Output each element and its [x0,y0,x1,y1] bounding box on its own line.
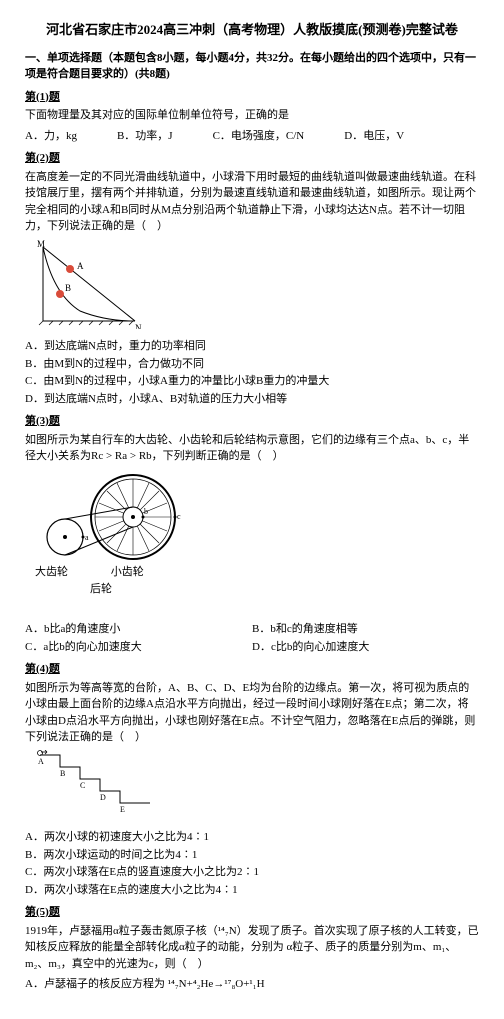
svg-text:a: a [85,533,89,542]
q5-text: 1919年，卢瑟福用α粒子轰击氮原子核（¹⁴₇N）发现了质子。首次实现了原子核的… [25,923,479,973]
q4-opt-c: C．两次小球落在E点的竖直速度大小之比为2∶1 [25,864,479,881]
q1-opt-a: A．力，kg [25,128,77,145]
q4-options: A．两次小球的初速度大小之比为4∶1 B．两次小球运动的时间之比为4∶1 C．两… [25,829,479,898]
q1-opt-b: B．功率，J [117,128,173,145]
svg-text:N: N [135,323,142,329]
q3-options: A．b比a的角速度小 C．a比b的向心加速度大 B．b和c的角速度相等 D．c比… [25,621,479,655]
svg-text:A: A [38,757,44,766]
q5-number: 第(5)题 [25,904,479,921]
q1-number: 第(1)题 [25,89,479,106]
q1-opt-d: D．电压，V [344,128,404,145]
section-heading: 一、单项选择题（本题包含8小题，每小题4分，共32分。在每小题给出的四个选项中，… [25,50,479,83]
q2-opt-a: A．到达底端N点时，重力的功率相同 [25,338,479,355]
q3-label-small: 小齿轮 [111,566,144,578]
q5-opt-a: A．卢瑟福子的核反应方程为 [25,978,165,990]
q2-number: 第(2)题 [25,150,479,167]
q3-label-big: 大齿轮 [35,566,68,578]
svg-text:E: E [120,805,125,814]
q4-opt-b: B．两次小球运动的时间之比为4∶1 [25,847,479,864]
svg-text:b: b [144,507,148,516]
q1-options: A．力，kg B．功率，J C．电场强度，C/N D．电压，V [25,128,479,145]
q3-number: 第(3)题 [25,413,479,430]
q4-opt-a: A．两次小球的初速度大小之比为4∶1 [25,829,479,846]
q3-figure: a b c 大齿轮 小齿轮 后轮 [35,469,479,618]
svg-text:C: C [80,781,85,790]
q2-opt-d: D．到达底端N点时，小球A、B对轨道的压力大小相等 [25,391,479,408]
q2-figure: A B M N [35,239,479,335]
q2-opt-c: C．由M到N的过程中，小球A重力的冲量比小球B重力的冲量大 [25,373,479,390]
q1-opt-c: C．电场强度，C/N [213,128,305,145]
q5-options: A．卢瑟福子的核反应方程为 ¹⁴₇N+⁴₂He→¹⁷₈O+¹₁H [25,976,479,993]
q1-text: 下面物理量及其对应的国际单位制单位符号，正确的是 [25,107,479,124]
exam-title: 河北省石家庄市2024高三冲刺（高考物理）人教版摸底(预测卷)完整试卷 [25,20,479,40]
q3-opt-d: D．c比b的向心加速度大 [252,639,479,656]
q3-text: 如图所示为某自行车的大齿轮、小齿轮和后轮结构示意图，它们的边缘有三个点a、b、c… [25,432,479,465]
svg-text:B: B [60,769,65,778]
q3-opt-c: C．a比b的向心加速度大 [25,639,252,656]
svg-text:D: D [100,793,106,802]
svg-text:B: B [65,283,71,293]
q3-opt-a: A．b比a的角速度小 [25,621,252,638]
q5-formula: ¹⁴₇N+⁴₂He→¹⁷₈O+¹₁H [168,978,265,990]
q2-options: A．到达底端N点时，重力的功率相同 B．由M到N的过程中，合力做功不同 C．由M… [25,338,479,407]
q3-label-rear: 后轮 [90,583,112,595]
q2-text: 在高度差一定的不同光滑曲线轨道中，小球滑下用时最短的曲线轨道叫做最速曲线轨道。在… [25,169,479,235]
svg-text:A: A [77,261,84,271]
q4-figure: A B C D E [35,750,479,826]
svg-text:M: M [37,239,45,249]
q4-opt-d: D．两次小球落在E点的速度大小之比为4∶1 [25,882,479,899]
q2-opt-b: B．由M到N的过程中，合力做功不同 [25,356,479,373]
svg-text:c: c [177,512,181,521]
q4-number: 第(4)题 [25,661,479,678]
q3-opt-b: B．b和c的角速度相等 [252,621,479,638]
